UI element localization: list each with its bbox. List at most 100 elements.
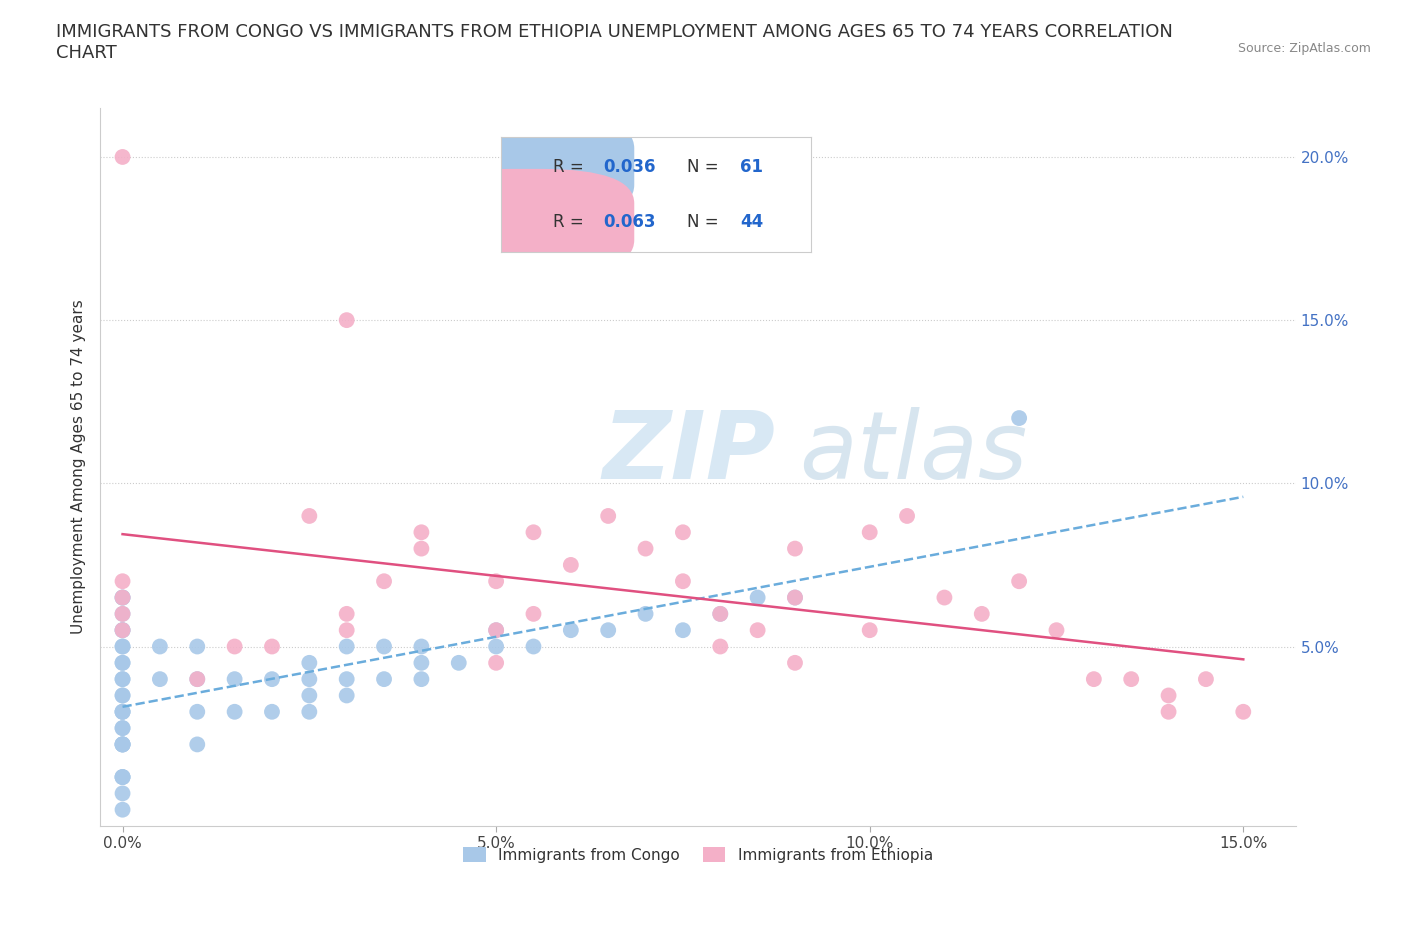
Point: [747, 591, 769, 605]
Point: [111, 737, 134, 751]
Point: [298, 509, 321, 524]
Point: [111, 574, 134, 589]
Legend: Immigrants from Congo, Immigrants from Ethiopia: Immigrants from Congo, Immigrants from E…: [457, 841, 939, 869]
Point: [298, 704, 321, 719]
Point: [709, 606, 731, 621]
Point: [336, 688, 359, 703]
Point: [934, 591, 956, 605]
Point: [783, 656, 806, 671]
Point: [111, 623, 134, 638]
Point: [111, 671, 134, 686]
Point: [896, 509, 918, 524]
Point: [411, 525, 433, 539]
Point: [672, 623, 695, 638]
Point: [111, 737, 134, 751]
Point: [709, 606, 731, 621]
Point: [485, 574, 508, 589]
Point: [111, 704, 134, 719]
Point: [411, 671, 433, 686]
Point: [224, 704, 246, 719]
Point: [859, 525, 882, 539]
Point: [672, 574, 695, 589]
Point: [111, 770, 134, 785]
Point: [111, 639, 134, 654]
Point: [336, 671, 359, 686]
Point: [111, 721, 134, 736]
Point: [186, 704, 208, 719]
Point: [111, 786, 134, 801]
Point: [1232, 704, 1254, 719]
Point: [149, 671, 172, 686]
Point: [1083, 671, 1105, 686]
Point: [149, 639, 172, 654]
Text: ZIP: ZIP: [602, 406, 775, 498]
Point: [298, 688, 321, 703]
Point: [111, 688, 134, 703]
Point: [1008, 574, 1031, 589]
Point: [336, 606, 359, 621]
Point: [111, 688, 134, 703]
Point: [522, 606, 544, 621]
Point: [111, 803, 134, 817]
Text: IMMIGRANTS FROM CONGO VS IMMIGRANTS FROM ETHIOPIA UNEMPLOYMENT AMONG AGES 65 TO : IMMIGRANTS FROM CONGO VS IMMIGRANTS FROM…: [56, 23, 1173, 62]
Point: [260, 639, 283, 654]
Point: [111, 606, 134, 621]
Point: [111, 150, 134, 165]
Point: [859, 623, 882, 638]
Point: [336, 639, 359, 654]
Point: [411, 541, 433, 556]
Point: [111, 591, 134, 605]
Point: [111, 737, 134, 751]
Point: [111, 639, 134, 654]
Point: [111, 704, 134, 719]
Point: [598, 623, 620, 638]
Point: [111, 656, 134, 671]
Point: [970, 606, 993, 621]
Point: [1121, 671, 1143, 686]
Point: [111, 623, 134, 638]
Point: [186, 737, 208, 751]
Point: [560, 623, 582, 638]
Point: [709, 639, 731, 654]
Point: [598, 509, 620, 524]
Point: [747, 623, 769, 638]
Point: [672, 525, 695, 539]
Point: [111, 623, 134, 638]
Point: [111, 671, 134, 686]
Point: [260, 704, 283, 719]
Point: [783, 541, 806, 556]
Point: [224, 639, 246, 654]
Point: [111, 770, 134, 785]
Point: [783, 591, 806, 605]
Point: [111, 704, 134, 719]
Text: atlas: atlas: [800, 407, 1028, 498]
Point: [111, 606, 134, 621]
Point: [411, 656, 433, 671]
Point: [111, 591, 134, 605]
Point: [260, 671, 283, 686]
Point: [111, 721, 134, 736]
Point: [298, 656, 321, 671]
Point: [634, 541, 657, 556]
Point: [336, 312, 359, 327]
Point: [411, 639, 433, 654]
Point: [111, 737, 134, 751]
Point: [186, 671, 208, 686]
Point: [522, 639, 544, 654]
Point: [111, 770, 134, 785]
Point: [560, 557, 582, 572]
Point: [1157, 688, 1180, 703]
Point: [634, 606, 657, 621]
Text: Source: ZipAtlas.com: Source: ZipAtlas.com: [1237, 42, 1371, 55]
Point: [485, 656, 508, 671]
Y-axis label: Unemployment Among Ages 65 to 74 years: Unemployment Among Ages 65 to 74 years: [72, 299, 86, 634]
Point: [224, 671, 246, 686]
Point: [485, 623, 508, 638]
Point: [522, 525, 544, 539]
Point: [1045, 623, 1067, 638]
Point: [373, 574, 395, 589]
Point: [485, 639, 508, 654]
Point: [186, 639, 208, 654]
Point: [783, 591, 806, 605]
Point: [111, 656, 134, 671]
